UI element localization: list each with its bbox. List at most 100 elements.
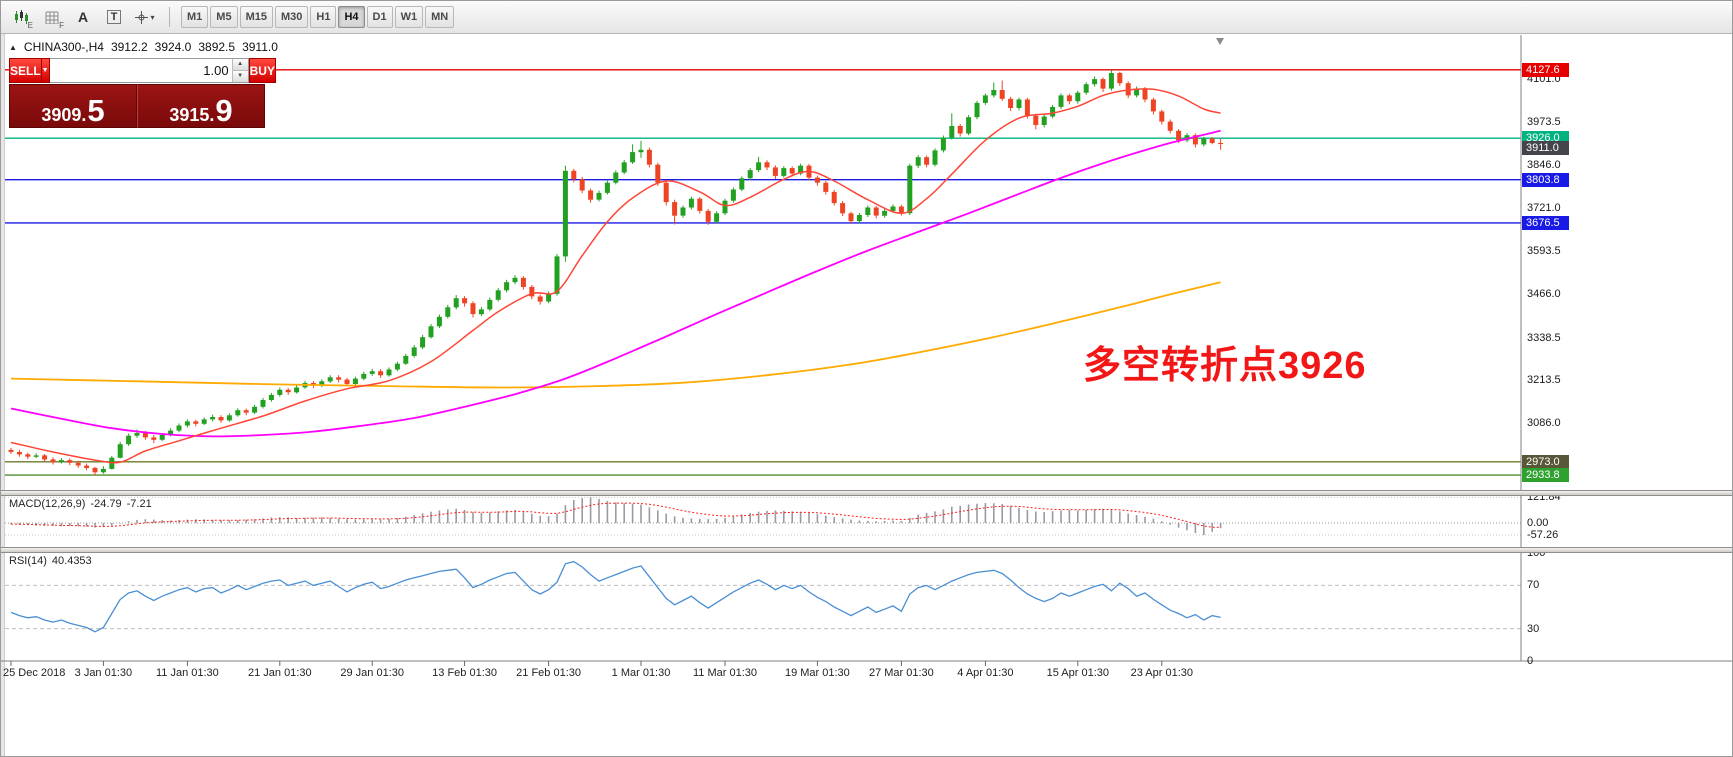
candle-body — [394, 363, 400, 370]
candle-body — [428, 326, 434, 338]
chart-header: ▲ CHINA300-,H4 3912.2 3924.0 3892.5 3911… — [9, 40, 278, 54]
timeframe-button-d1[interactable]: D1 — [366, 6, 393, 28]
candle-body — [789, 168, 795, 174]
candle-body — [67, 460, 73, 463]
candle-body — [1184, 135, 1190, 141]
candle-body — [1192, 135, 1198, 145]
timeframe-button-m15[interactable]: M15 — [239, 6, 273, 28]
candle-body — [1066, 95, 1072, 102]
chevron-down-icon: ▾ — [150, 12, 155, 22]
macd-signal-line — [10, 502, 1221, 528]
candle-body — [168, 430, 174, 435]
ohlc-open: 3912.2 — [110, 40, 148, 54]
candle-body — [327, 377, 333, 382]
candle-body — [798, 165, 804, 174]
candle-body — [294, 387, 300, 393]
candle-body — [1092, 79, 1098, 85]
candle-body — [134, 433, 140, 436]
candle-body — [991, 90, 997, 96]
candle-body — [898, 206, 904, 214]
bid-price-main: 3909. — [41, 105, 87, 125]
volume-stepper: ▲ ▼ — [231, 59, 248, 82]
panel-splitter-macd[interactable] — [1, 490, 1732, 496]
candle-body — [966, 117, 972, 134]
sell-button[interactable]: SELL — [9, 58, 42, 83]
candle-body — [184, 421, 190, 426]
macd-value: -24.79 — [90, 498, 122, 510]
candle-body — [243, 410, 249, 413]
timeframe-button-m1[interactable]: M1 — [181, 6, 209, 28]
candle-body — [907, 165, 913, 214]
candle-body — [436, 316, 442, 327]
candle-body — [705, 210, 711, 222]
candle-body — [882, 210, 888, 216]
ask-price-display: 3915. 9 — [137, 84, 265, 128]
candlestick-chart-icon — [14, 10, 28, 24]
candle-body — [1050, 107, 1056, 117]
volume-down-icon[interactable]: ▼ — [232, 71, 248, 82]
timeframe-button-w1[interactable]: W1 — [394, 6, 424, 28]
chart-plot[interactable] — [1, 34, 1733, 757]
candle-body — [722, 200, 728, 214]
chart-shift-marker-icon — [1216, 38, 1224, 45]
candle-body — [201, 419, 207, 424]
candle-body — [159, 435, 165, 440]
candle-body — [226, 415, 232, 421]
candle-body — [604, 182, 610, 193]
candle-body — [126, 435, 132, 445]
order-type-dropdown[interactable]: ▼ — [41, 58, 50, 83]
timeframe-button-h4[interactable]: H4 — [338, 6, 365, 28]
candle-body — [1100, 79, 1106, 89]
candle-body — [268, 394, 274, 400]
candle-body — [663, 182, 669, 203]
buy-button[interactable]: BUY — [248, 58, 276, 83]
candle-body — [252, 406, 258, 413]
candle-body — [646, 149, 652, 165]
volume-up-icon[interactable]: ▲ — [232, 59, 248, 71]
candle-body — [588, 190, 594, 200]
candle-body — [982, 95, 988, 103]
panel-splitter-rsi[interactable] — [1, 547, 1732, 553]
candle-body — [58, 460, 64, 463]
ohlc-low: 3892.5 — [198, 40, 236, 54]
candle-body — [210, 417, 216, 420]
candle-body — [361, 373, 367, 379]
text-box-button[interactable]: T — [100, 4, 128, 30]
ohlc-close: 3911.0 — [242, 40, 278, 54]
timeframe-button-h1[interactable]: H1 — [310, 6, 337, 28]
candle-body — [1016, 99, 1022, 108]
chart-type-button[interactable]: E — [7, 4, 35, 30]
crosshair-icon — [135, 10, 149, 24]
candle-body — [352, 378, 358, 384]
candle-body — [579, 179, 585, 191]
volume-box: ▲ ▼ — [49, 58, 249, 83]
candle-body — [814, 177, 820, 183]
text-annotation-button[interactable]: A — [69, 4, 97, 30]
candle-body — [638, 149, 644, 153]
candle-body — [1075, 92, 1081, 102]
candle-body — [680, 207, 686, 216]
draw-tools-button[interactable]: ▾ — [131, 4, 159, 30]
candle-body — [84, 465, 90, 468]
macd-label: MACD(12,26,9) -24.79 -7.21 — [9, 498, 152, 510]
candle-body — [151, 437, 157, 440]
candle-body — [772, 167, 778, 176]
candle-body — [487, 299, 493, 310]
candle-body — [453, 298, 459, 308]
candle-body — [924, 157, 930, 165]
candle-body — [1041, 116, 1047, 125]
candle-body — [562, 170, 568, 257]
candle-body — [33, 455, 39, 457]
candle-body — [529, 286, 535, 297]
collapse-panel-icon[interactable]: ▲ — [9, 42, 17, 52]
timeframe-button-m30[interactable]: M30 — [274, 6, 309, 28]
timeframe-button-m5[interactable]: M5 — [210, 6, 238, 28]
icon-sub-label: F — [59, 21, 64, 30]
volume-input[interactable] — [49, 59, 232, 82]
timeframe-button-mn[interactable]: MN — [425, 6, 455, 28]
grid-button[interactable]: F — [38, 4, 66, 30]
timeframe-group: M1 M5 M15 M30 H1 H4 D1 W1 MN — [180, 6, 455, 28]
ma_fast-line — [10, 88, 1221, 464]
candle-body — [470, 303, 476, 315]
